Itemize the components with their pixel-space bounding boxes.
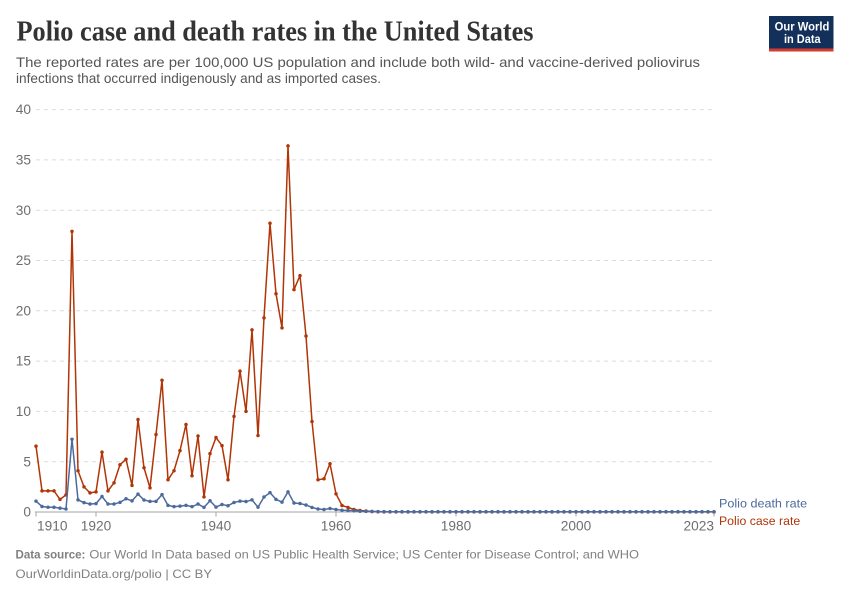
svg-text:10: 10 (16, 404, 32, 419)
svg-text:1910: 1910 (37, 519, 68, 534)
svg-text:5: 5 (23, 454, 31, 469)
svg-text:infections that occurred indig: infections that occurred indigenously an… (16, 71, 381, 86)
svg-text:Our World In Data based on US: Our World In Data based on US Public Hea… (89, 547, 639, 561)
svg-text:1920: 1920 (81, 519, 112, 534)
svg-text:20: 20 (16, 303, 32, 318)
svg-text:The reported rates are per 100: The reported rates are per 100,000 US po… (16, 55, 700, 70)
svg-text:Polio case and death rates in: Polio case and death rates in the United… (17, 15, 534, 47)
svg-text:35: 35 (16, 153, 32, 168)
svg-text:2023: 2023 (684, 519, 715, 534)
svg-text:0: 0 (23, 505, 31, 520)
svg-text:15: 15 (16, 354, 32, 369)
svg-text:2000: 2000 (561, 519, 592, 534)
svg-text:1940: 1940 (201, 519, 232, 534)
svg-text:Polio death rate: Polio death rate (719, 497, 807, 511)
svg-text:in Data: in Data (784, 32, 821, 46)
svg-text:Data source:: Data source: (16, 547, 86, 561)
svg-text:40: 40 (16, 102, 32, 117)
svg-text:30: 30 (16, 203, 32, 218)
svg-text:25: 25 (16, 253, 32, 268)
svg-text:Polio case rate: Polio case rate (719, 514, 800, 528)
svg-text:1980: 1980 (441, 519, 472, 534)
svg-text:OurWorldinData.org/polio | CC: OurWorldinData.org/polio | CC BY (16, 567, 213, 581)
svg-text:1960: 1960 (321, 519, 352, 534)
svg-text:Our World: Our World (775, 20, 830, 34)
